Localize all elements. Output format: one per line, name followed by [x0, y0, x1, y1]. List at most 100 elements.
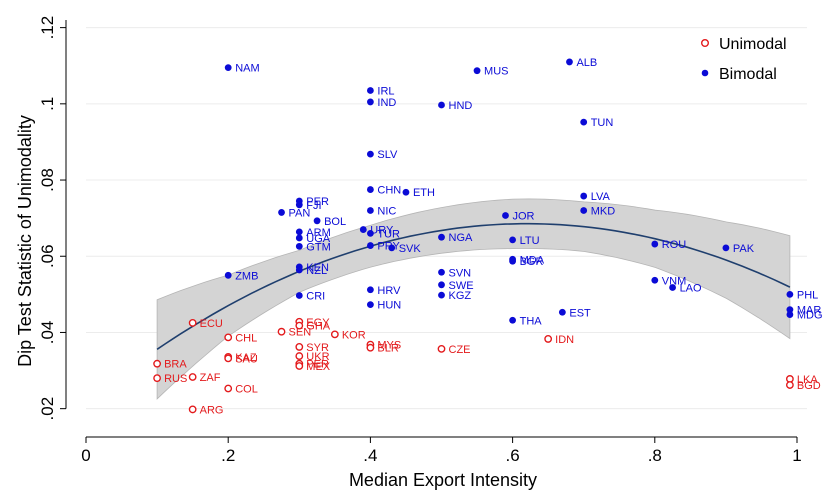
point-label: ARG	[200, 404, 224, 416]
point-bgr	[509, 257, 516, 265]
point-label: GTM	[306, 241, 330, 253]
point-cze	[437, 344, 446, 353]
point-label: TUR	[377, 228, 400, 240]
point-ltu	[509, 236, 516, 244]
legend-marker-bimodal	[701, 69, 709, 77]
legend-marker-unimodal	[701, 39, 710, 48]
point-nam	[224, 64, 232, 72]
point-lao	[669, 284, 676, 291]
y-tick-label: .06	[38, 244, 57, 268]
point-label: NZL	[306, 265, 327, 277]
point-mdg	[786, 311, 794, 318]
point-label: PER	[306, 196, 329, 208]
point-label: UGA	[306, 233, 331, 245]
point-gha	[295, 321, 304, 330]
point-label: CRI	[306, 290, 325, 302]
point-label: FJI	[306, 200, 321, 212]
point-hrv	[367, 286, 374, 294]
point-pry	[367, 242, 374, 249]
point-label: GHA	[306, 321, 331, 333]
point-label: ROU	[662, 239, 687, 251]
point-zaf	[188, 373, 197, 381]
point-label: URY	[370, 225, 394, 237]
legend-label-unimodal: Unimodal	[719, 36, 787, 53]
point-label: RUS	[164, 373, 187, 385]
legend-label-bimodal: Bimodal	[719, 66, 777, 83]
point-tun	[580, 118, 588, 126]
point-label: LAO	[680, 282, 702, 294]
point-label: NGA	[449, 232, 474, 244]
point-label: SAU	[235, 353, 258, 365]
point-pan	[278, 209, 285, 216]
point-label: THA	[520, 315, 543, 327]
point-arg	[188, 405, 197, 414]
x-tick-label: .6	[506, 446, 520, 465]
point-label: MEX	[306, 361, 331, 373]
point-label: CHN	[377, 185, 401, 197]
point-label: PHL	[797, 289, 818, 301]
point-svn	[438, 268, 445, 276]
point-bol	[313, 217, 321, 225]
point-gtm	[295, 242, 303, 250]
point-label: LVA	[591, 191, 611, 203]
point-label: EST	[569, 307, 591, 319]
point-est	[558, 308, 566, 316]
point-blr	[366, 343, 375, 352]
x-axis-title: Median Export Intensity	[349, 470, 537, 490]
point-uga	[295, 234, 303, 242]
y-tick-label: .1	[38, 97, 57, 111]
point-label: KGZ	[449, 290, 472, 302]
point-label: SYR	[306, 342, 329, 354]
x-tick-label: .4	[363, 446, 377, 465]
point-bgd	[785, 381, 794, 389]
point-ury	[359, 226, 367, 233]
point-ecu	[188, 319, 197, 327]
point-phl	[786, 290, 794, 298]
point-label: MDA	[520, 254, 545, 266]
point-svk	[388, 244, 396, 252]
x-tick-label: .2	[221, 446, 235, 465]
point-label: ARM	[306, 227, 330, 239]
point-pak	[722, 244, 730, 252]
point-ukr	[295, 352, 304, 360]
point-label: EGY	[306, 317, 330, 329]
point-label: SWE	[449, 280, 474, 292]
point-chn	[367, 186, 374, 193]
point-hun	[367, 301, 374, 309]
point-label: PAK	[733, 243, 755, 255]
point-label: SEN	[289, 327, 312, 339]
point-ind	[367, 98, 374, 106]
point-arm	[295, 228, 303, 236]
legend: Unimodal Bimodal	[701, 36, 787, 83]
point-label: CHL	[235, 332, 257, 344]
point-label: UKR	[306, 351, 329, 363]
point-rou	[651, 240, 659, 248]
point-nga	[438, 233, 445, 241]
y-tick-label: .04	[38, 321, 57, 345]
point-sau	[224, 354, 233, 363]
point-tha	[509, 316, 516, 324]
point-label: BGR	[520, 256, 544, 268]
point-col	[224, 384, 233, 393]
fit-line	[156, 222, 791, 350]
point-mus	[473, 67, 481, 75]
point-swe	[438, 281, 445, 289]
point-zmb	[224, 271, 232, 279]
point-label: HUN	[377, 300, 401, 312]
point-label: HRV	[377, 285, 401, 297]
point-label: ECU	[200, 318, 223, 330]
point-alb	[566, 58, 573, 66]
point-label: NIC	[377, 206, 396, 218]
point-label: BOL	[324, 216, 346, 228]
point-label: BGD	[797, 380, 821, 392]
point-label: COL	[235, 383, 258, 395]
point-nzl	[295, 266, 303, 274]
point-label: JOR	[512, 210, 534, 222]
point-idn	[544, 335, 553, 343]
point-label: ZAF	[200, 372, 221, 384]
point-label: BRA	[164, 359, 187, 371]
ci-band	[156, 198, 791, 400]
y-tick-label: .12	[38, 16, 57, 40]
point-bra	[153, 359, 162, 368]
